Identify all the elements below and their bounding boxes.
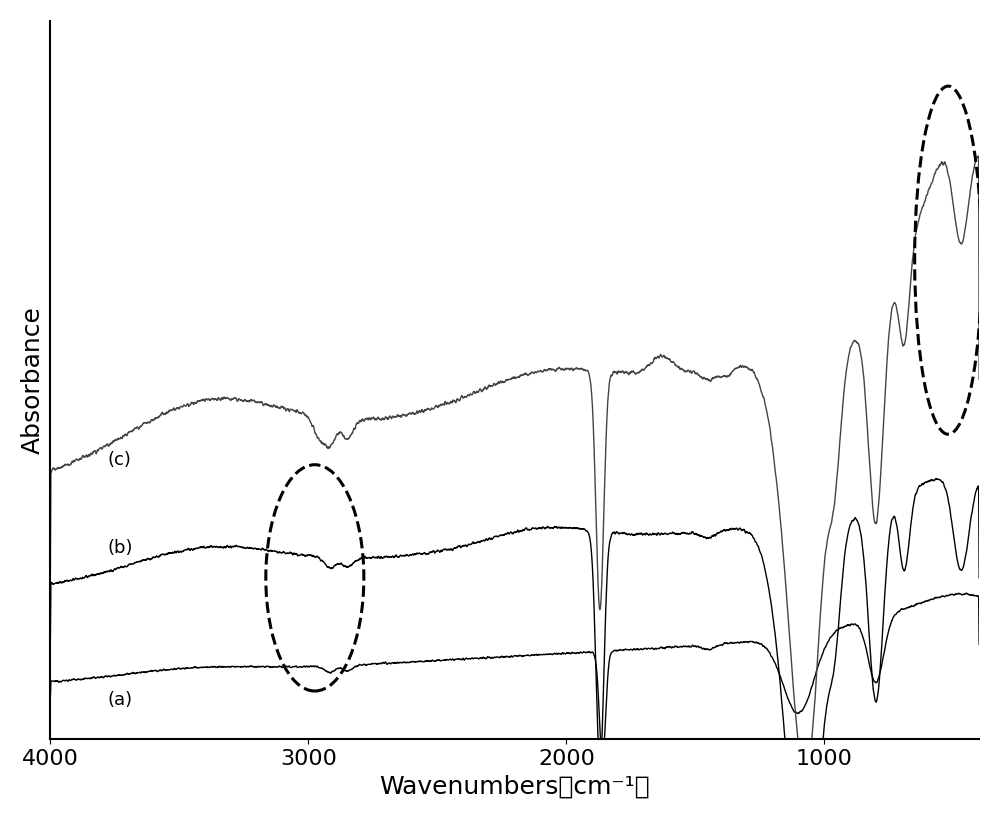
Text: (c): (c) bbox=[107, 451, 131, 469]
Text: (b): (b) bbox=[107, 539, 133, 557]
Y-axis label: Absorbance: Absorbance bbox=[21, 306, 45, 454]
X-axis label: Wavenumbers（cm⁻¹）: Wavenumbers（cm⁻¹） bbox=[379, 774, 650, 799]
Text: (a): (a) bbox=[107, 691, 132, 709]
